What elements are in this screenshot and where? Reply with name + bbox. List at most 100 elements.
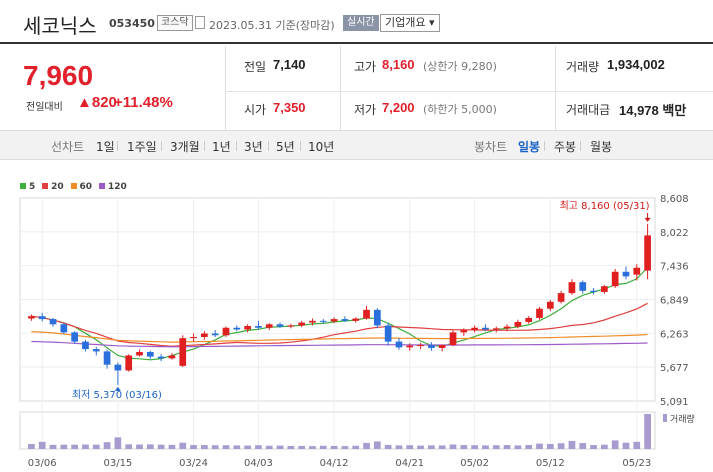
volume-bar	[201, 445, 208, 449]
volume-bar	[384, 444, 392, 449]
candle-body	[71, 332, 78, 342]
open-label: 시가	[244, 103, 267, 117]
candle-body	[92, 349, 100, 352]
period-monthly[interactable]: 월봉	[590, 140, 613, 154]
divider	[236, 141, 237, 151]
change-label: 전일대비	[26, 102, 63, 113]
period-weekly[interactable]: 주봉	[554, 140, 577, 154]
volume-bar	[244, 445, 251, 449]
volume-bar	[546, 443, 554, 449]
lower-limit: (하한가 5,000)	[423, 103, 497, 116]
divider	[225, 91, 713, 92]
candle-body	[146, 351, 154, 357]
volume-bar	[525, 445, 533, 449]
period-daily[interactable]: 일봉	[518, 140, 541, 154]
volume-bar	[319, 445, 327, 449]
candle-body	[276, 324, 284, 327]
market-badge: 코스닥	[157, 15, 193, 31]
legend-swatch	[98, 183, 105, 189]
candle-body	[125, 355, 133, 371]
volume-bar	[49, 444, 57, 449]
up-arrow-icon: ▲	[77, 94, 92, 111]
volume-bar	[557, 443, 565, 449]
candle-body	[525, 317, 533, 322]
change-value: ▲820	[77, 94, 117, 111]
document-icon	[195, 16, 205, 29]
volume-bar	[568, 440, 576, 449]
quote-panel: 7,960 전일대비 ▲820 +11.48% 전일 7,140 시가 7,35…	[0, 46, 713, 138]
volume-bar	[211, 445, 219, 449]
candle-body	[49, 319, 57, 325]
period-10y[interactable]: 10년	[308, 140, 335, 154]
candle-body	[395, 341, 403, 348]
volume-bar	[168, 444, 176, 449]
volume-bar	[503, 445, 511, 449]
volume-bar	[579, 443, 587, 449]
volume-bar	[330, 445, 338, 449]
period-3m[interactable]: 3개월	[170, 140, 200, 154]
candle-body	[244, 326, 251, 330]
volume-bar	[157, 444, 165, 449]
candle-chart-label: 봉차트	[474, 140, 508, 154]
candle-body	[298, 322, 306, 326]
stock-header: 세코닉스 053450 코스닥 2023.05.31 기준(장마감) 실시간 기…	[0, 0, 713, 44]
realtime-button[interactable]: 실시간	[343, 15, 379, 31]
candle-body	[341, 319, 349, 321]
candle-body	[482, 327, 489, 330]
y-tick-label: 8,608	[660, 194, 689, 205]
legend-ma5: 5	[20, 182, 35, 192]
candlestick-chart[interactable]: 8,608 8,022 7,436 6,849 6,263 5,677 5,091 03/06…	[0, 192, 713, 472]
volume-bar	[71, 444, 78, 449]
candle-body	[255, 326, 262, 328]
open-value: 7,350	[273, 100, 306, 115]
divider	[544, 141, 545, 151]
volume-bar	[417, 445, 424, 449]
volume-bar	[590, 445, 597, 449]
y-tick-label: 7,436	[660, 262, 689, 273]
legend-ma60: 60	[70, 182, 92, 192]
volume-bar	[633, 441, 641, 449]
volume-bar	[341, 446, 349, 449]
volume-bar	[82, 444, 89, 449]
volume-bar	[114, 437, 122, 449]
candle-body	[265, 324, 273, 328]
period-3y[interactable]: 3년	[244, 140, 263, 154]
candle-body	[319, 320, 327, 322]
low-value: 7,200	[382, 100, 415, 115]
y-tick-label: 6,849	[660, 296, 689, 307]
candle-body	[190, 336, 197, 339]
candle-body	[622, 271, 630, 277]
divider	[117, 141, 118, 151]
period-1d[interactable]: 1일	[96, 140, 115, 154]
company-info-dropdown[interactable]: 기업개요 ▾	[380, 14, 440, 32]
ma120-line	[31, 340, 648, 348]
candle-body	[352, 318, 360, 321]
candle-body	[201, 333, 208, 337]
volume-bar	[233, 445, 241, 449]
period-5y[interactable]: 5년	[276, 140, 295, 154]
volume-bar	[276, 445, 284, 449]
y-tick-label: 5,091	[660, 397, 689, 408]
candle-body	[330, 319, 338, 322]
period-1y[interactable]: 1년	[212, 140, 231, 154]
candle-body	[222, 327, 230, 336]
line-chart-label: 선차트	[51, 140, 85, 154]
period-1w[interactable]: 1주일	[127, 140, 157, 154]
volume-bar	[395, 445, 403, 449]
candle-body	[82, 341, 89, 350]
candle-body	[157, 356, 165, 359]
legend-ma120: 120	[98, 182, 127, 192]
legend-swatch	[42, 183, 49, 189]
volume-bar	[406, 445, 414, 449]
volume-bar	[449, 444, 457, 449]
volume-bar	[460, 445, 468, 449]
x-tick-label: 05/02	[460, 458, 489, 469]
volume-bar	[125, 444, 133, 449]
low-arrow-head	[114, 386, 121, 391]
candle-body	[536, 308, 543, 318]
x-tick-label: 04/03	[244, 458, 273, 469]
divider	[268, 141, 269, 151]
candle-body	[211, 333, 219, 336]
volume-bar	[60, 444, 68, 449]
volume-bar	[428, 445, 435, 449]
